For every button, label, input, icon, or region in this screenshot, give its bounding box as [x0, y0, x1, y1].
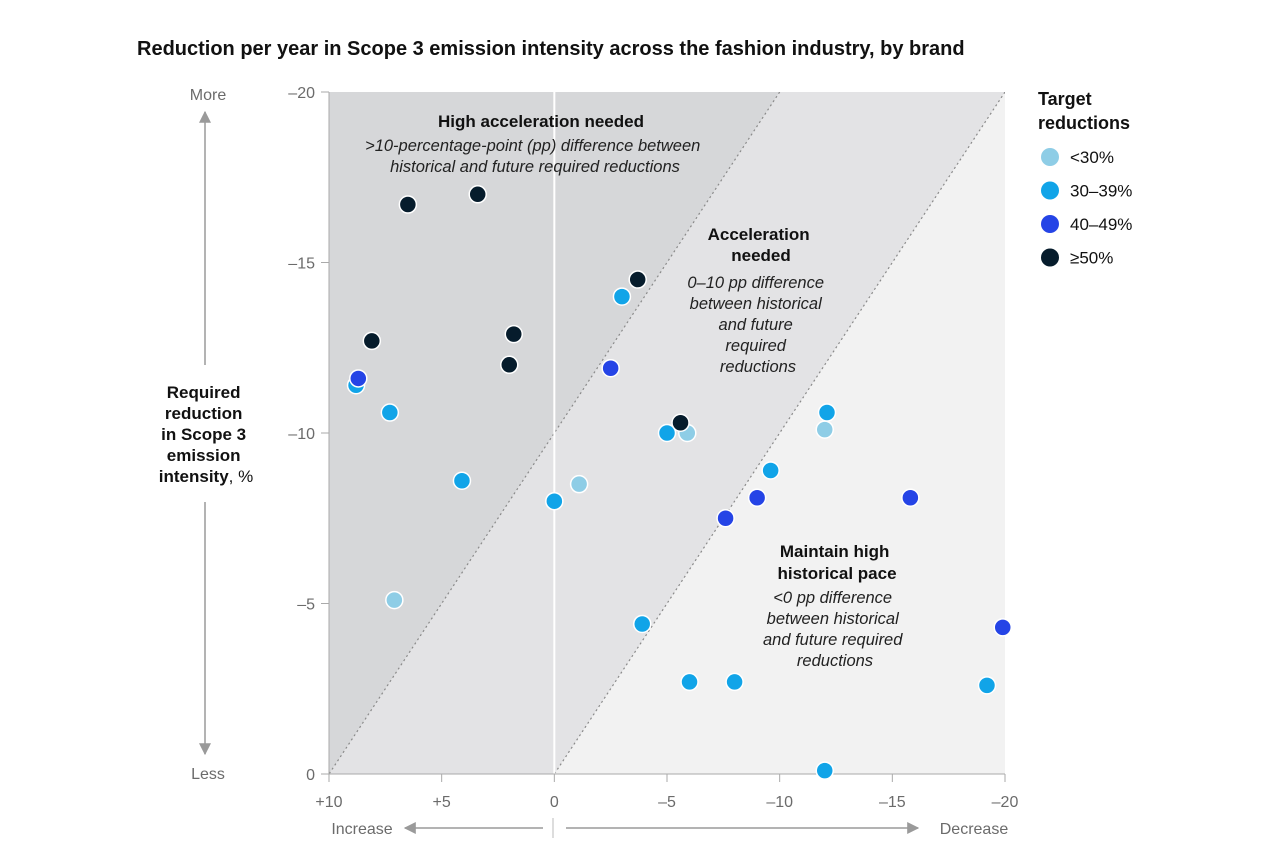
legend-swatch-30to39	[1041, 181, 1059, 200]
x-axis-ticks: +10 +5 0 –5 –10 –15 –20	[315, 774, 1018, 811]
x-direction-increase: Increase	[331, 821, 392, 838]
zone-high-acceleration-background	[329, 92, 780, 774]
data-point-30to39	[612, 287, 632, 306]
data-point-30to39	[680, 672, 699, 692]
y-axis-label: Required reduction in Scope 3 emission i…	[159, 383, 253, 486]
legend-label-40to49: 40–49%	[1070, 215, 1132, 234]
chart-title: Reduction per year in Scope 3 emission i…	[137, 38, 965, 60]
data-point-ge50	[628, 270, 647, 289]
zone-acceleration-title: Acceleration needed	[708, 225, 815, 265]
legend-title: Target reductions	[1038, 89, 1130, 133]
x-tick-label: –15	[879, 794, 906, 811]
y-direction-less: Less	[191, 766, 225, 783]
data-point-30to39	[815, 761, 834, 780]
y-axis-ticks: 0 –5 –10 –15 –20	[288, 85, 329, 784]
data-point-30to39	[452, 471, 472, 490]
boundary-line-0pp	[553, 92, 1005, 774]
zone-acceleration-description: 0–10 pp difference between historical an…	[687, 274, 828, 376]
boundary-line-10pp	[329, 92, 781, 774]
data-point-30to39	[761, 461, 780, 480]
x-tick-label: +10	[315, 794, 342, 811]
data-point-40to49	[747, 488, 767, 508]
data-point-30to39	[657, 423, 677, 443]
legend-swatch-ge50	[1041, 248, 1059, 267]
data-point-ge50	[504, 324, 524, 344]
legend-label-lt30: <30%	[1070, 148, 1114, 167]
data-point-ge50	[398, 195, 418, 214]
x-tick-label: 0	[550, 794, 559, 811]
x-tick-label: –5	[658, 794, 676, 811]
data-point-40to49	[601, 358, 620, 378]
data-point-30to39	[380, 403, 400, 422]
y-tick-label: –15	[288, 256, 315, 273]
legend: Target reductions <30% 30–39% 40–49% ≥50%	[1038, 89, 1132, 268]
data-point-lt30	[385, 590, 404, 610]
legend-swatch-lt30	[1041, 148, 1059, 166]
data-point-lt30	[815, 420, 834, 439]
data-points	[346, 185, 1012, 780]
x-tick-label: +5	[433, 794, 451, 811]
data-point-ge50	[500, 355, 519, 375]
legend-label-30to39: 30–39%	[1070, 182, 1132, 201]
zone-maintain-description: <0 pp difference between historical and …	[763, 589, 907, 670]
y-tick-label: –20	[288, 85, 315, 102]
data-point-40to49	[716, 509, 735, 528]
x-direction-decrease: Decrease	[940, 821, 1009, 838]
y-tick-label: –10	[288, 426, 315, 443]
data-point-30to39	[632, 614, 652, 634]
data-point-ge50	[362, 331, 382, 351]
data-point-30to39	[545, 491, 564, 511]
zone-high-description: >10-percentage-point (pp) difference bet…	[365, 137, 705, 176]
zone-high-title: High acceleration needed	[438, 112, 644, 131]
data-point-30to39	[725, 672, 744, 692]
legend-swatch-40to49	[1041, 215, 1059, 233]
data-point-lt30	[569, 474, 589, 494]
data-point-40to49	[993, 618, 1012, 637]
data-point-40to49	[901, 488, 920, 508]
y-direction-more: More	[190, 87, 227, 104]
data-point-40to49	[349, 369, 368, 388]
legend-label-ge50: ≥50%	[1070, 249, 1113, 268]
data-point-30to39	[977, 676, 997, 695]
zone-maintain-title: Maintain high historical pace	[777, 542, 896, 583]
y-tick-label: 0	[306, 767, 315, 784]
data-point-ge50	[468, 185, 487, 204]
x-tick-label: –10	[766, 794, 793, 811]
data-point-ge50	[671, 413, 690, 433]
x-tick-label: –20	[992, 794, 1019, 811]
data-point-30to39	[817, 403, 837, 422]
y-tick-label: –5	[297, 597, 315, 614]
